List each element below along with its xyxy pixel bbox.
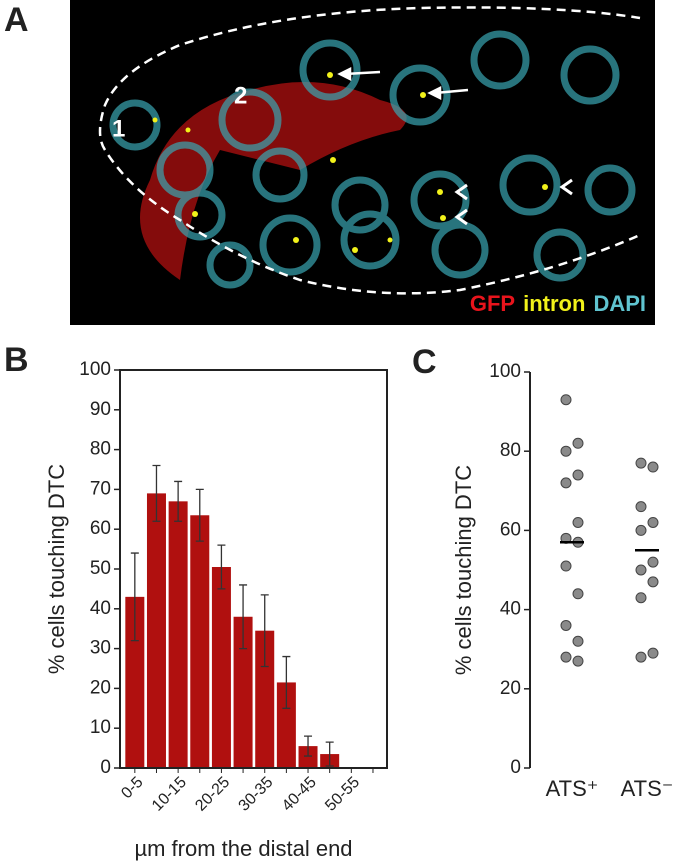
y-tick-label: 70: [90, 478, 111, 499]
y-tick-label: 60: [90, 518, 111, 539]
point: [572, 588, 584, 600]
point: [572, 469, 584, 481]
error-bar: [282, 655, 291, 709]
error-bar: [260, 594, 269, 668]
point: [560, 651, 572, 663]
panel-label: C: [412, 343, 437, 381]
y-tick-label: 50: [90, 558, 111, 579]
x-tick-label: 40-45: [279, 774, 320, 815]
point: [560, 477, 572, 489]
x-tick-label: 20-25: [192, 774, 233, 815]
y-tick-label: 20: [90, 677, 111, 698]
cell-label: 2: [234, 82, 247, 109]
y-tick-label: 40: [90, 598, 111, 619]
micrograph-detail: [98, 6, 641, 295]
y-tick-label: 20: [500, 678, 521, 699]
y-tick-label: 80: [90, 439, 111, 460]
bar: [146, 493, 166, 768]
point: [647, 647, 659, 659]
bar: [255, 630, 275, 768]
error-bar: [217, 544, 226, 590]
bar: [125, 596, 145, 768]
y-tick-label: 10: [90, 717, 111, 738]
legend-entry: intron: [523, 291, 585, 316]
error-bar: [239, 584, 248, 650]
x-tick-label: ATS⁺: [546, 776, 599, 801]
point: [572, 655, 584, 667]
x-axis-label: µm from the distal end: [134, 836, 352, 861]
y-axis-label: % cells touching DTC: [451, 465, 476, 675]
point: [572, 516, 584, 528]
error-bar: [325, 741, 334, 767]
error-bar: [174, 480, 183, 522]
point: [560, 445, 572, 457]
x-tick-label: 50-55: [322, 774, 363, 815]
point: [572, 635, 584, 647]
legend-entry: DAPI: [593, 291, 646, 316]
y-tick-label: 40: [500, 599, 521, 620]
legend: DAPI intron GFP: [470, 291, 646, 316]
bar: [211, 567, 231, 768]
y-tick-label: 60: [500, 519, 521, 540]
bar: [168, 501, 188, 768]
point: [635, 524, 647, 536]
x-tick-label: ATS⁻: [621, 776, 674, 801]
panel-label: B: [4, 341, 29, 379]
plot-frame: [119, 369, 388, 769]
y-tick-label: 0: [100, 757, 111, 778]
panel-label: A: [4, 1, 29, 39]
point: [635, 592, 647, 604]
error-bar: [195, 488, 204, 542]
x-tick-label: 10-15: [149, 774, 190, 815]
y-tick-label: 0: [510, 757, 521, 778]
point: [560, 619, 572, 631]
error-bar: [152, 464, 161, 522]
bar: [298, 746, 318, 768]
bar: [190, 515, 210, 768]
point: [635, 457, 647, 469]
point: [560, 394, 572, 406]
y-tick-label: 80: [500, 440, 521, 461]
error-bar: [130, 552, 139, 642]
y-tick-label: 90: [90, 399, 111, 420]
point: [635, 651, 647, 663]
y-tick-label: 100: [489, 361, 521, 382]
y-axis-label: % cells touching DTC: [44, 464, 69, 674]
point: [560, 560, 572, 572]
error-bar: [304, 735, 313, 757]
legend-entry: GFP: [470, 291, 515, 316]
point: [647, 576, 659, 588]
bar: [276, 682, 296, 768]
point: [647, 461, 659, 473]
point: [635, 564, 647, 576]
cell-label: 1: [112, 115, 125, 142]
point: [647, 556, 659, 568]
point: [635, 501, 647, 513]
x-tick-label: 0-5: [118, 774, 146, 802]
point: [647, 516, 659, 528]
y-tick-label: 100: [79, 359, 111, 380]
y-tick-label: 30: [90, 638, 111, 659]
point: [572, 437, 584, 449]
x-tick-label: 30-35: [236, 774, 277, 815]
bar: [233, 616, 253, 768]
